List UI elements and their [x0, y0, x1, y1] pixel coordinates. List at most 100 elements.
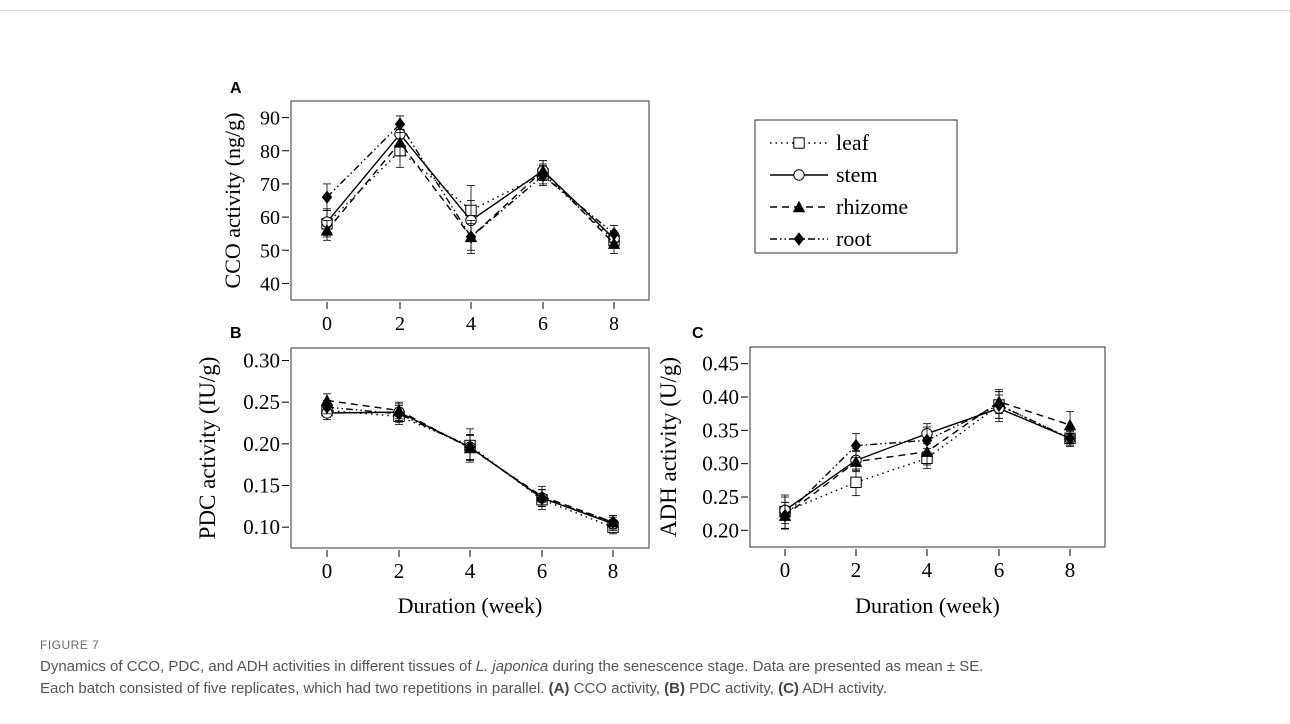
x-tick-label: 0 [322, 313, 332, 335]
caption-line1b: during the senescence stage. Data are pr… [548, 658, 984, 675]
figure-caption: Dynamics of CCO, PDC, and ADH activities… [40, 656, 1250, 700]
series-line-leaf [326, 149, 615, 241]
legend-marker-rhizome [792, 200, 806, 213]
chart-panel-a: A 40 50 60 70 80 90 0 2 4 6 8 CCO activity (ng/g) [220, 80, 650, 335]
x-tick-label: 4 [922, 558, 933, 582]
x-tick-label: 8 [1065, 558, 1076, 582]
series-line-root [326, 123, 615, 239]
figure-label: FIGURE 7 [40, 638, 100, 652]
data-point-rhizome [1063, 418, 1077, 431]
plot-frame [290, 100, 650, 301]
legend: leaf stem rhizome root [754, 119, 958, 254]
panel-letter: B [230, 325, 242, 342]
caption-line1a: Dynamics of CCO, PDC, and ADH activities… [40, 658, 476, 675]
data-point-rhizome [607, 237, 621, 249]
legend-marker-root [793, 232, 805, 246]
x-tick-label: 6 [537, 559, 548, 583]
data-point-root [993, 398, 1005, 412]
chart-panel-b: B 0.10 0.15 0.20 0.25 0.30 0 2 4 6 8 PDC activity (… [195, 325, 650, 618]
caption-text-a: CCO activity, [569, 680, 665, 697]
series-root [321, 115, 620, 251]
data-point-root [465, 230, 477, 244]
data-point-root [464, 440, 476, 454]
legend-marker-leaf [793, 137, 805, 149]
y-tick-label: 70 [260, 174, 280, 196]
data-point-root [850, 438, 862, 453]
series-line-rhizome [326, 141, 615, 245]
data-point-root [607, 515, 619, 529]
x-tick-label: 8 [609, 313, 619, 335]
data-point-root [537, 168, 549, 183]
y-tick-label: 0.20 [243, 432, 280, 456]
y-tick-label: 0.30 [243, 349, 280, 373]
x-tick-label: 4 [465, 559, 476, 583]
legend-label-leaf: leaf [836, 130, 870, 155]
y-axis-label: PDC activity (IU/g) [195, 357, 220, 540]
caption-ref-a: (A) [548, 680, 570, 697]
y-tick-label: 0.25 [702, 485, 739, 509]
y-tick-label: 60 [260, 207, 280, 229]
data-point-root [921, 433, 933, 448]
x-tick-label: 2 [851, 558, 862, 582]
data-point-root [779, 508, 791, 523]
caption-species: L. japonica [475, 658, 549, 675]
series-line-root [326, 406, 614, 523]
y-tick-label: 0.35 [702, 418, 739, 442]
y-tick-label: 40 [260, 273, 280, 295]
data-point-root [321, 400, 333, 414]
data-point-root [393, 407, 405, 421]
chart-panel-c: C 0.20 0.25 0.30 0.35 0.40 0.45 0 2 4 6 8 ADH activi… [656, 325, 1106, 618]
x-axis-label: Duration (week) [855, 593, 1000, 618]
plot-frame [290, 347, 650, 549]
y-axis-label: ADH activity (U/g) [656, 357, 681, 537]
series-root [779, 391, 1076, 530]
data-point-leaf [850, 476, 862, 489]
x-tick-label: 6 [994, 558, 1005, 582]
panel-letter: A [230, 80, 242, 97]
x-axis-label: Duration (week) [398, 593, 543, 618]
series-leaf [321, 133, 620, 248]
y-tick-label: 0.20 [702, 518, 739, 542]
series-root [321, 400, 619, 530]
data-point-root [608, 226, 620, 241]
data-point-root [394, 117, 406, 131]
y-tick-label: 90 [260, 108, 280, 130]
y-tick-label: 0.10 [243, 515, 280, 539]
legend-box [754, 119, 958, 254]
data-point-rhizome [320, 224, 334, 236]
x-tick-label: 2 [395, 313, 405, 335]
y-tick-label: 0.45 [702, 352, 739, 376]
data-point-rhizome [393, 136, 407, 148]
plot-frame [749, 346, 1106, 548]
panel-letter: C [692, 325, 704, 342]
x-tick-label: 0 [322, 559, 333, 583]
series-line-root [784, 404, 1071, 517]
legend-marker-stem [793, 169, 805, 181]
series-leaf [321, 403, 619, 535]
caption-ref-b: (B) [664, 680, 685, 697]
y-tick-label: 80 [260, 141, 280, 163]
caption-ref-c: (C) [778, 680, 799, 697]
legend-label-stem: stem [836, 162, 878, 187]
series-line-leaf [326, 409, 614, 528]
legend-label-rhizome: rhizome [836, 194, 908, 219]
series-stem [321, 403, 619, 531]
y-axis-label: CCO activity (ng/g) [220, 113, 245, 289]
data-point-root [536, 491, 548, 505]
series-line-rhizome [326, 399, 614, 523]
caption-line2a: Each batch consisted of five replicates,… [40, 680, 549, 697]
x-tick-label: 6 [538, 313, 548, 335]
y-tick-label: 0.25 [243, 390, 280, 414]
y-tick-label: 50 [260, 240, 280, 262]
x-tick-label: 4 [466, 313, 476, 335]
caption-text-c: ADH activity. [798, 680, 887, 697]
x-tick-label: 0 [780, 558, 791, 582]
data-point-root [321, 190, 333, 204]
top-divider [0, 10, 1290, 11]
data-point-rhizome [320, 394, 334, 406]
x-tick-label: 8 [608, 559, 619, 583]
y-tick-label: 0.30 [702, 452, 739, 476]
data-point-rhizome [849, 455, 863, 467]
caption-text-b: PDC activity, [685, 680, 779, 697]
